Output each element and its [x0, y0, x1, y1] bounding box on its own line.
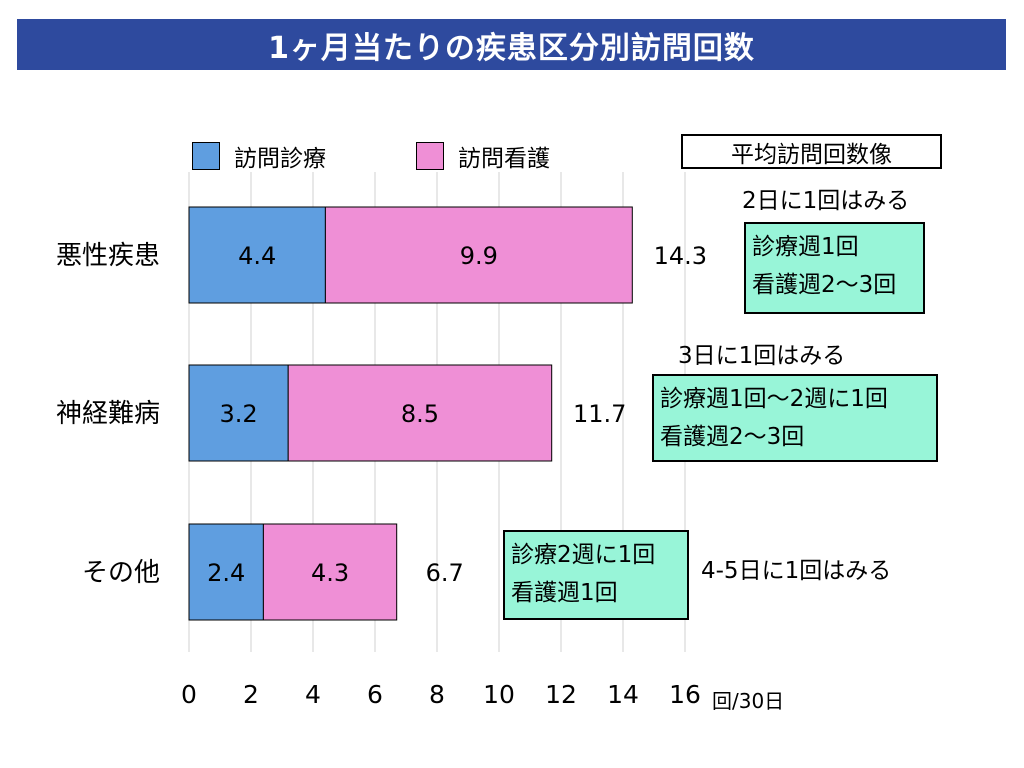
chart-title: 1ヶ月当たりの疾患区分別訪問回数 — [17, 19, 1006, 70]
legend-swatch-pink — [416, 142, 444, 170]
x-axis-unit-label: 回/30日 — [712, 689, 785, 713]
plan-line-nursing: 看護週1回 — [511, 580, 618, 606]
bar-segment-visit-nursing — [287, 364, 553, 462]
legend-item-visit-nursing: 訪問看護 — [416, 139, 550, 173]
total-label: 11.7 — [573, 400, 626, 428]
x-tick-label: 12 — [545, 680, 577, 709]
legend-label-visit-nursing: 訪問看護 — [458, 146, 550, 172]
data-label: 4.3 — [311, 559, 349, 587]
x-tick-label: 14 — [607, 680, 639, 709]
plan-line-nursing: 看護週2〜3回 — [752, 272, 897, 298]
data-label: 3.2 — [220, 400, 258, 428]
legend-label-visit-care: 訪問診療 — [234, 146, 326, 172]
total-label: 14.3 — [654, 242, 707, 270]
data-label: 2.4 — [207, 559, 245, 587]
legend-item-visit-care: 訪問診療 — [192, 139, 326, 173]
category-label: 悪性疾患 — [56, 241, 160, 271]
frequency-label-neuro: 3日に1回はみる — [678, 343, 846, 369]
frequency-label-other: 4-5日に1回はみる — [701, 558, 892, 584]
plan-line-care: 診療2週に1回 — [511, 542, 656, 568]
bar-segment-visit-care — [188, 523, 264, 621]
x-tick-label: 0 — [181, 680, 197, 709]
plan-line-nursing: 看護週2〜3回 — [660, 424, 805, 450]
legend-swatch-blue — [192, 142, 220, 170]
bar-segment-visit-nursing — [324, 206, 633, 304]
total-label: 6.7 — [426, 559, 464, 587]
bar-segment-visit-care — [188, 206, 326, 304]
plan-box-malignant: 診療週1回 看護週2〜3回 — [744, 222, 925, 314]
x-tick-label: 10 — [483, 680, 515, 709]
x-tick-label: 16 — [669, 680, 701, 709]
data-label: 4.4 — [238, 242, 276, 270]
frequency-label-malignant: 2日に1回はみる — [742, 188, 910, 214]
x-tick-label: 6 — [367, 680, 383, 709]
plan-line-care: 診療週1回 — [752, 234, 859, 260]
average-visits-box: 平均訪問回数像 — [681, 134, 942, 169]
data-label: 9.9 — [460, 242, 498, 270]
plan-box-neuro: 診療週1回〜2週に1回 看護週2〜3回 — [652, 374, 938, 462]
data-label: 8.5 — [401, 400, 439, 428]
bar-segment-visit-care — [188, 364, 289, 462]
bar-segment-visit-nursing — [262, 523, 398, 621]
x-tick-label: 4 — [305, 680, 321, 709]
category-label: その他 — [82, 558, 160, 588]
x-tick-label: 2 — [243, 680, 259, 709]
category-label: 神経難病 — [56, 399, 160, 429]
plan-line-care: 診療週1回〜2週に1回 — [660, 386, 888, 412]
plan-box-other: 診療2週に1回 看護週1回 — [503, 530, 689, 620]
x-tick-label: 8 — [429, 680, 445, 709]
